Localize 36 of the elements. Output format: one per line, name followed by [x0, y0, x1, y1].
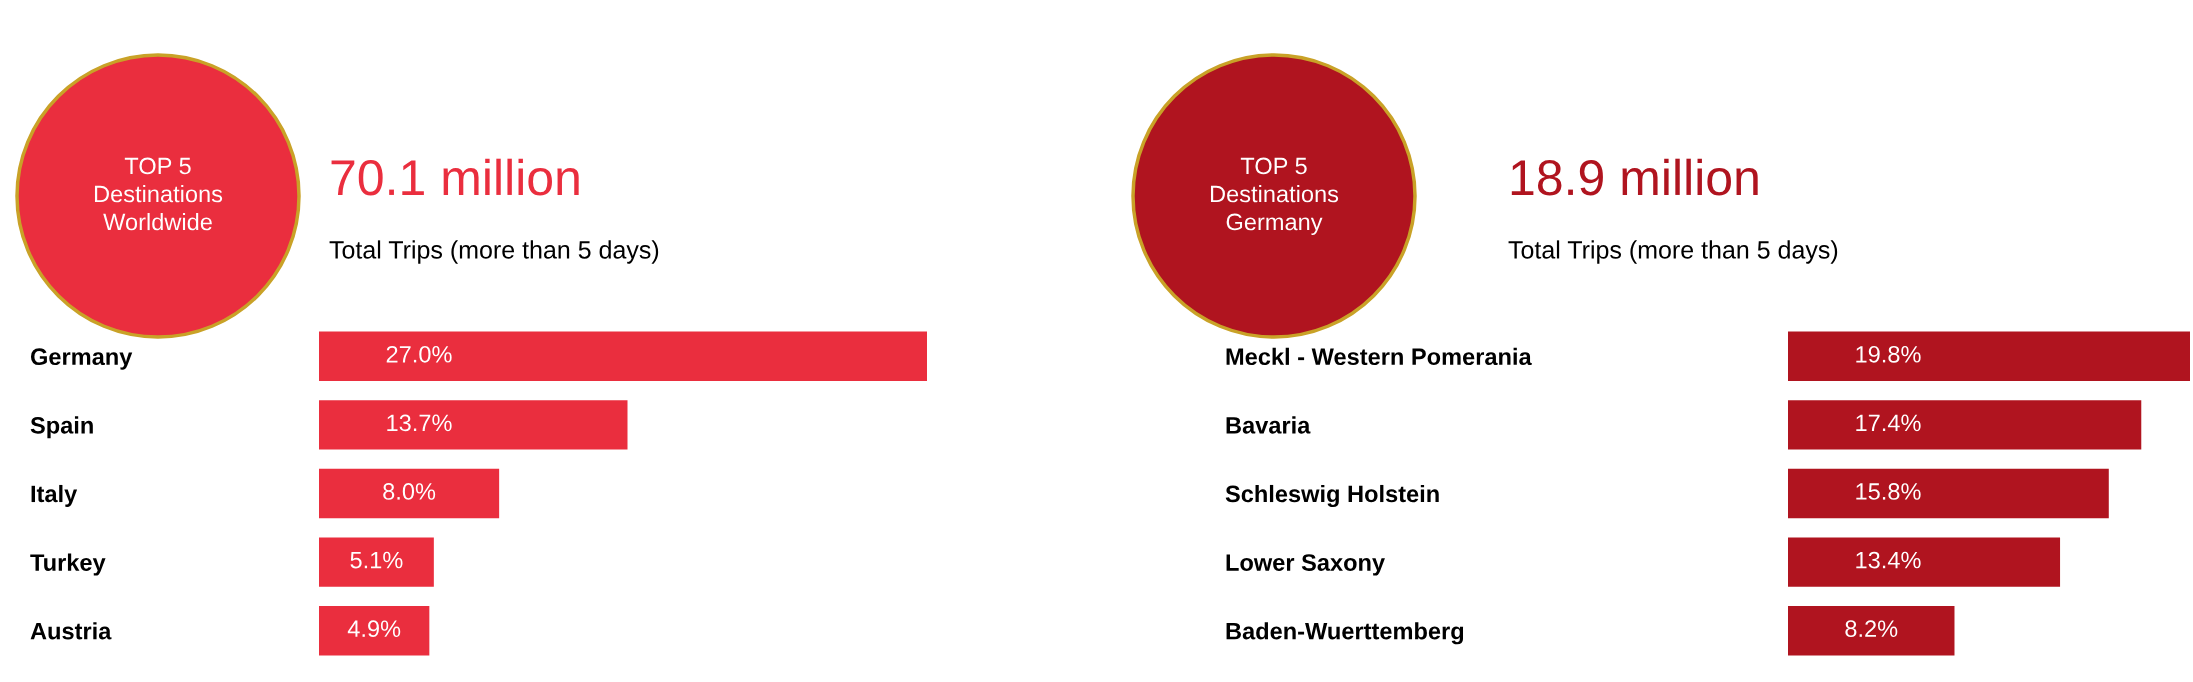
y-tick-label: Turkey: [30, 553, 106, 576]
data-label: 8.2%: [1845, 620, 1898, 638]
data-label: 5.1%: [350, 551, 403, 569]
y-tick-label: Meckl - Western Pomerania: [1226, 347, 1532, 366]
data-label: 13.7%: [387, 414, 452, 432]
y-tick-label: Schleswig Holstein: [1225, 484, 1439, 508]
bar: [1788, 331, 2190, 381]
bar: [1788, 400, 2142, 450]
bar: [1788, 468, 2109, 519]
data-label: 15.8%: [1856, 483, 1921, 500]
chart-subtitle: 18.9 million: [1511, 158, 1758, 196]
y-tick-label: Austria: [30, 622, 112, 640]
data-label: 13.4%: [1856, 551, 1921, 569]
bar: [319, 606, 430, 656]
chart-subtitle: 70.1 million: [331, 158, 579, 196]
text: Total Trips (more than 5 days): [1508, 240, 1838, 264]
bar: [319, 331, 927, 381]
bar: [1788, 606, 1955, 656]
text: Total Trips (more than 5 days): [329, 240, 659, 264]
bar: [319, 468, 500, 519]
data-label: 19.8%: [1856, 345, 1921, 363]
data-label: 27.0%: [386, 345, 452, 363]
bar: [319, 400, 628, 450]
y-tick-label: Spain: [30, 416, 93, 439]
y-tick-label: Germany: [30, 348, 133, 370]
text: TOP 5 Destinations Germany: [1210, 157, 1339, 235]
y-tick-label: Baden-Wuerttemberg: [1226, 622, 1464, 645]
y-tick-label: Lower Saxony: [1226, 554, 1385, 576]
bar: [1788, 537, 2061, 587]
y-tick-label: Bavaria: [1226, 416, 1311, 434]
chart-title: TOP 5 Destinations Worldwide: [94, 157, 223, 231]
data-label: 8.0%: [383, 483, 436, 500]
data-label: 4.9%: [347, 620, 401, 638]
bar: [319, 537, 434, 587]
y-tick-label: Italy: [31, 484, 78, 507]
data-label: 17.4%: [1856, 414, 1921, 432]
